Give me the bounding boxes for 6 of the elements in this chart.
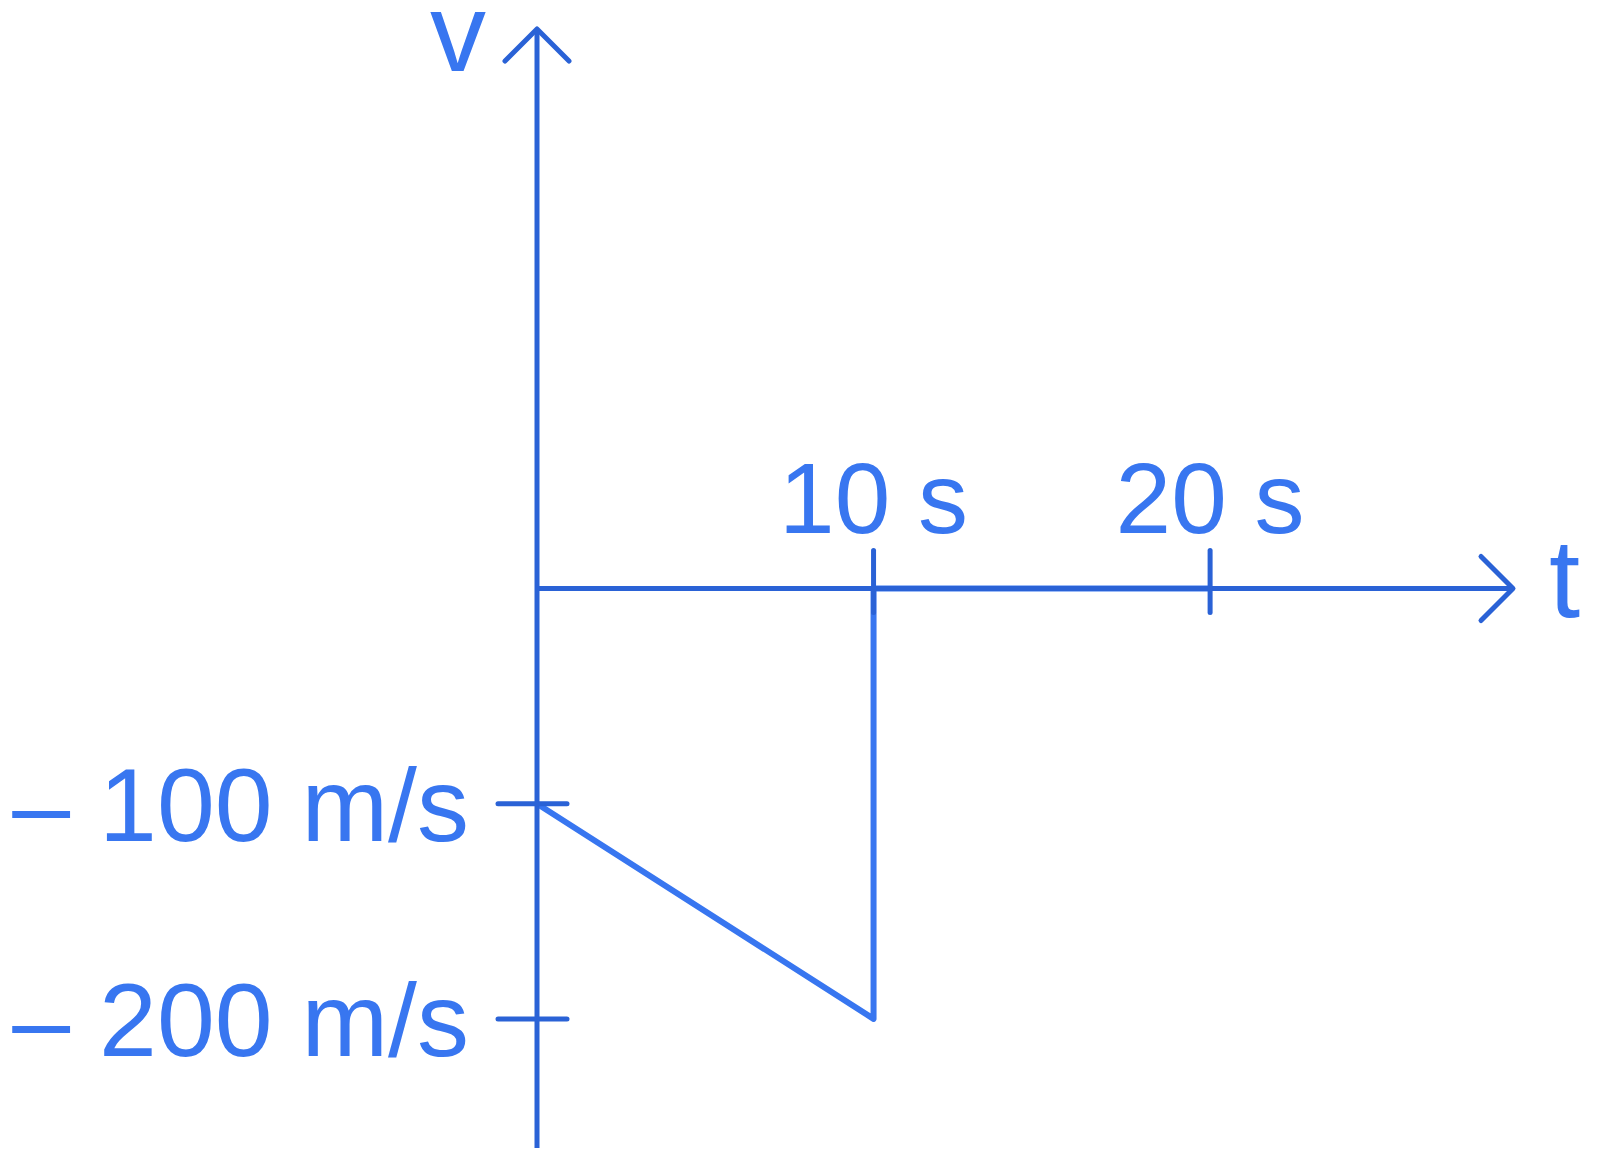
x-axis-title: t [1549,515,1581,641]
y-axis-title: v [430,0,486,95]
x-tick-label: 20 s [1115,441,1305,554]
y-tick-label: – 100 m/s [12,747,469,864]
y-tick-label: – 200 m/s [12,962,469,1079]
x-tick-label: 10 s [779,441,969,554]
